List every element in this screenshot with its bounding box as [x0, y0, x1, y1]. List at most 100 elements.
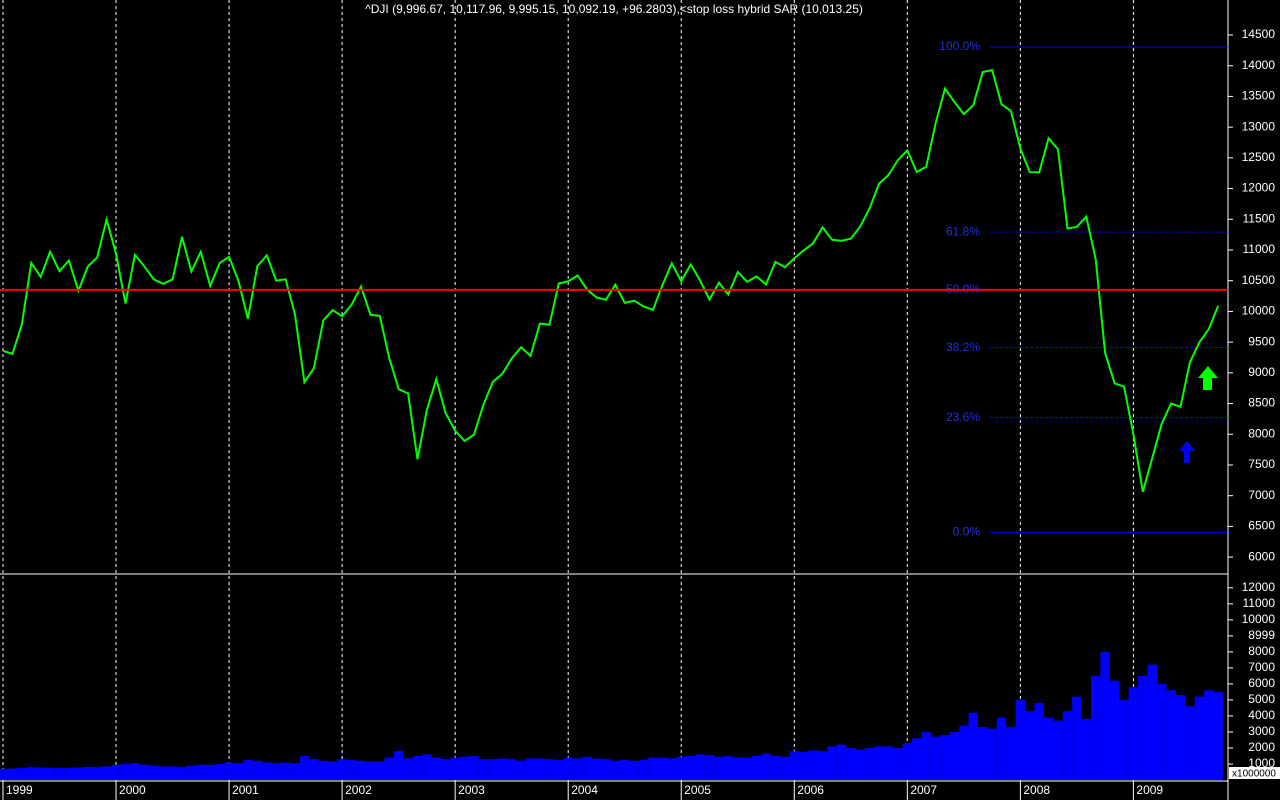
volume-bar — [158, 766, 168, 780]
volume-bar — [205, 764, 215, 780]
volume-bar — [1194, 696, 1205, 780]
volume-bar — [149, 765, 159, 780]
volume-bar — [309, 759, 319, 780]
volume-bar — [54, 767, 65, 780]
volume-bar — [912, 738, 922, 780]
volume-bar — [299, 755, 310, 780]
volume-bar — [403, 758, 413, 780]
fib-label: 100.0% — [939, 39, 980, 53]
volume-bar — [940, 735, 950, 780]
y-tick-label: 14000 — [1242, 58, 1276, 72]
y-tick-label: 8000 — [1248, 426, 1275, 440]
signal-arrow — [1179, 441, 1195, 463]
y-tick-label: 14500 — [1242, 27, 1276, 41]
volume-bar — [1166, 690, 1176, 780]
volume-bar — [695, 754, 705, 780]
volume-bar — [648, 757, 658, 780]
volume-bar — [808, 750, 818, 780]
volume-bar — [902, 743, 913, 780]
volume-bar — [525, 758, 536, 780]
y-tick-label: 10000 — [1242, 612, 1276, 626]
volume-bar — [497, 758, 507, 780]
volume-bar — [563, 757, 573, 780]
volume-bar — [676, 756, 686, 780]
volume-bar — [544, 759, 555, 780]
volume-bar — [139, 764, 150, 780]
volume-bar — [977, 727, 988, 780]
volume-bar — [224, 762, 234, 780]
volume-bar — [827, 746, 837, 780]
volume-bar — [836, 744, 847, 780]
y-tick-label: 3000 — [1248, 724, 1275, 738]
volume-bar — [83, 766, 93, 780]
volume-bar — [987, 728, 997, 780]
volume-bar — [572, 758, 583, 780]
volume-bar — [478, 759, 489, 780]
x-tick-label: 2009 — [1136, 783, 1163, 797]
price-line — [2, 68, 1220, 493]
volume-bar — [1006, 727, 1016, 780]
y-tick-label: 2000 — [1248, 740, 1275, 754]
volume-bar — [356, 760, 366, 780]
volume-bar — [1025, 711, 1035, 780]
volume-bar — [742, 757, 752, 780]
x-tick-label: 2006 — [797, 783, 824, 797]
volume-bar — [921, 731, 931, 780]
x-tick-label: 2000 — [119, 783, 146, 797]
volume-bar — [1156, 683, 1167, 780]
x-tick-label: 2008 — [1023, 783, 1050, 797]
x-tick-label: 2002 — [345, 783, 372, 797]
volume-bar — [629, 760, 639, 780]
signal-arrow — [1198, 366, 1218, 390]
volume-bar — [384, 757, 394, 780]
volume-bar — [968, 712, 978, 780]
volume-bar — [1091, 675, 1101, 780]
volume-bar — [1053, 720, 1063, 780]
volume-bar — [375, 761, 385, 780]
volume-bar — [1034, 703, 1044, 780]
volume-bar — [949, 731, 960, 780]
volume-bar — [516, 760, 526, 780]
volume-bar — [893, 747, 903, 780]
fib-label: 0.0% — [953, 524, 981, 538]
volume-bar — [243, 759, 253, 780]
volume-bar — [638, 759, 649, 780]
volume-bar — [271, 763, 281, 780]
volume-bar — [714, 756, 724, 780]
volume-bar — [1072, 696, 1082, 780]
volume-bar — [798, 751, 809, 780]
volume-bar — [733, 757, 743, 780]
volume-bar — [35, 767, 46, 780]
volume-bar — [177, 767, 187, 780]
volume-bar — [0, 768, 8, 780]
y-tick-label: 12500 — [1242, 150, 1276, 164]
y-tick-label: 11000 — [1243, 242, 1276, 256]
x-tick-label: 2005 — [684, 783, 711, 797]
volume-bar — [554, 759, 564, 780]
y-tick-label: 11000 — [1243, 596, 1276, 610]
volume-bar — [214, 763, 225, 780]
volume-bar — [327, 761, 338, 780]
volume-bar — [620, 759, 630, 780]
volume-bar — [441, 759, 451, 780]
volume-bar — [930, 736, 941, 780]
volume-bar — [469, 755, 479, 780]
x-tick-label: 2004 — [571, 783, 598, 797]
volume-bar — [1138, 675, 1148, 780]
y-tick-label: 10000 — [1242, 304, 1276, 318]
volume-bar — [610, 760, 621, 780]
y-tick-label: 6000 — [1248, 549, 1275, 563]
volume-bar — [92, 767, 102, 780]
volume-bar — [1213, 691, 1223, 780]
volume-bar — [488, 759, 498, 780]
volume-bar — [111, 764, 121, 780]
volume-bar — [770, 755, 781, 780]
x-tick-label: 2007 — [910, 783, 937, 797]
volume-bar — [1043, 717, 1054, 780]
y-tick-label: 7500 — [1248, 457, 1275, 471]
volume-bar — [846, 747, 856, 780]
volume-bar — [280, 762, 291, 780]
